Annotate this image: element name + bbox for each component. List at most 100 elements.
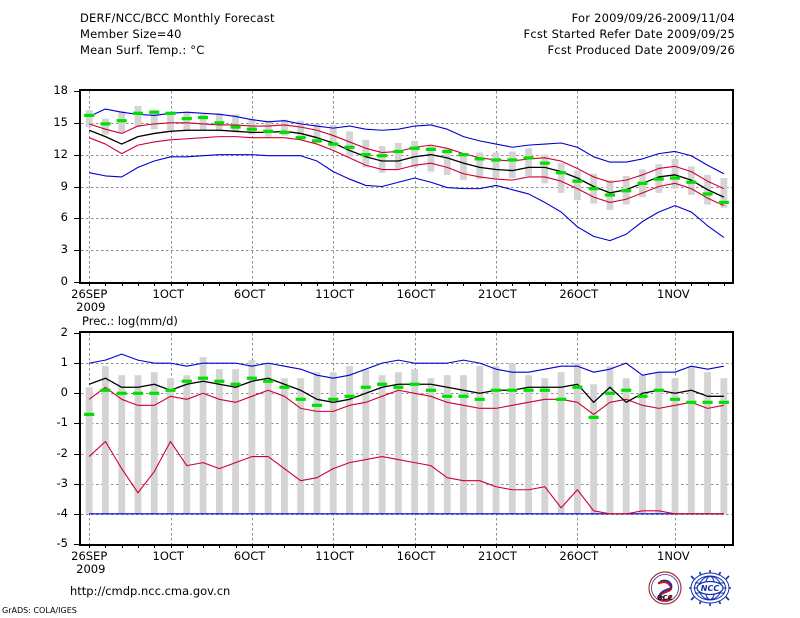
median-marker <box>181 379 192 383</box>
ensemble-range-bar <box>329 372 337 514</box>
x-axis-tick <box>366 282 367 286</box>
x-axis-label: 21OCT <box>478 549 517 563</box>
y-axis-label: -1 <box>56 415 68 430</box>
median-marker <box>556 397 567 401</box>
ensemble-range-bar <box>492 152 500 179</box>
y-axis-label: 12 <box>53 146 68 161</box>
x-axis-tick <box>431 282 432 286</box>
x-axis-tick <box>203 282 204 286</box>
median-marker <box>539 388 550 392</box>
x-axis-tick <box>268 544 269 548</box>
x-axis-tick <box>512 282 513 286</box>
x-axis-tick <box>236 282 237 286</box>
x-axis-tick <box>529 544 530 548</box>
ensemble-range-bar <box>573 363 581 514</box>
series-line-red-lower <box>88 136 725 207</box>
x-axis-tick <box>398 544 399 548</box>
x-axis-tick <box>545 282 546 286</box>
median-marker <box>539 161 550 165</box>
x-axis-tick <box>415 544 416 548</box>
gridline-horizontal <box>81 250 732 251</box>
median-marker <box>718 400 729 404</box>
x-axis-tick <box>577 544 578 548</box>
gridline-vertical <box>415 91 416 282</box>
x-axis-tick <box>398 282 399 286</box>
median-marker <box>442 149 453 154</box>
ensemble-range-bar <box>704 372 712 514</box>
ensemble-range-bar <box>508 151 516 179</box>
ensemble-range-bar <box>720 178 728 208</box>
median-marker <box>442 394 453 398</box>
x-axis-tick <box>626 282 627 286</box>
median-marker <box>263 379 274 383</box>
x-axis-tick <box>496 544 497 548</box>
series-line-red-lower <box>88 440 724 515</box>
median-marker <box>458 153 469 157</box>
x-axis-tick <box>545 544 546 548</box>
precipitation-plot <box>79 331 734 546</box>
series-layer <box>84 105 729 242</box>
median-marker <box>572 179 583 183</box>
ensemble-range-bar <box>427 145 435 172</box>
y-axis-label: 15 <box>53 114 68 129</box>
grads-credit-label: GrADS: COLA/IGES <box>2 606 77 615</box>
ensemble-range-bar <box>508 363 516 514</box>
x-axis-tick <box>187 282 188 286</box>
series-line-red-upper <box>88 386 724 415</box>
median-marker <box>393 149 404 154</box>
ncc-logo-text: NCC <box>701 584 720 593</box>
median-marker <box>669 397 681 401</box>
x-axis-tick <box>252 282 253 286</box>
ensemble-range-bar <box>460 154 467 181</box>
y-axis-label: -2 <box>56 445 68 460</box>
x-axis-label: 26OCT <box>559 549 599 563</box>
gridline-horizontal <box>81 363 732 364</box>
ensemble-range-bar <box>232 114 240 133</box>
series-layer <box>84 353 729 515</box>
median-marker <box>279 130 290 134</box>
median-marker <box>425 147 436 151</box>
median-marker <box>653 388 664 392</box>
ensemble-range-bar <box>264 363 272 514</box>
median-marker <box>490 158 502 162</box>
x-axis-label: 11OCT <box>315 549 354 563</box>
y-axis-tick <box>74 484 79 485</box>
median-marker <box>116 391 127 395</box>
median-marker <box>686 180 697 184</box>
x-axis-tick <box>138 282 139 286</box>
x-axis-tick <box>154 282 155 286</box>
ncc-logo: NCC <box>689 570 731 608</box>
ensemble-range-bar <box>264 120 272 137</box>
median-marker <box>230 125 241 129</box>
ensemble-range-bar <box>134 105 142 128</box>
median-marker <box>214 121 225 125</box>
ensemble-range-bar <box>411 369 419 514</box>
median-marker <box>702 400 713 404</box>
ensemble-range-bar <box>281 119 288 136</box>
x-axis-label: 1OCT <box>152 287 184 301</box>
x-axis-tick <box>626 544 627 548</box>
x-axis-label: 6OCT <box>233 549 266 563</box>
ensemble-range-bar <box>443 375 451 514</box>
gridline-horizontal <box>81 155 732 156</box>
median-marker <box>621 388 632 392</box>
x-axis-tick <box>463 282 464 286</box>
median-marker <box>523 388 534 392</box>
x-axis-tick <box>350 544 351 548</box>
x-axis-tick <box>382 544 383 548</box>
y-axis-label: 3 <box>60 242 68 257</box>
x-axis-tick <box>350 282 351 286</box>
x-axis-label: 1OCT <box>152 549 184 563</box>
median-marker <box>295 136 306 140</box>
x-axis-tick <box>154 544 155 548</box>
x-axis-tick <box>642 544 643 548</box>
median-marker <box>311 139 323 143</box>
median-marker <box>604 193 615 197</box>
gridline-vertical <box>89 91 90 282</box>
x-axis-tick <box>610 544 611 548</box>
median-marker <box>360 385 371 389</box>
ensemble-range-bar <box>378 375 386 514</box>
x-axis-tick <box>512 544 513 548</box>
median-marker <box>458 394 469 398</box>
x-axis-label: 16OCT <box>396 549 436 563</box>
